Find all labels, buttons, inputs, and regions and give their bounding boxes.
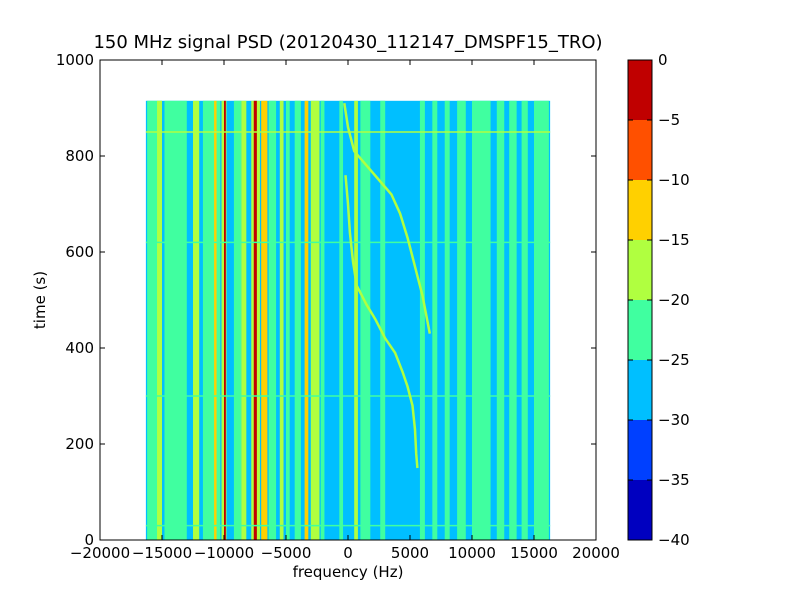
colorbar-segment bbox=[628, 120, 652, 180]
psd-frequency-band bbox=[261, 100, 268, 541]
x-tick-label: −5000 bbox=[261, 544, 312, 562]
x-tick-label: 0 bbox=[343, 544, 353, 562]
psd-frequency-band bbox=[224, 100, 226, 541]
y-axis-ticks: 0 200 400 600 800 1000 bbox=[56, 51, 596, 549]
x-tick-label: −10000 bbox=[194, 544, 254, 562]
chart-title: 150 MHz signal PSD (20120430_112147_DMSP… bbox=[93, 32, 602, 53]
psd-frequency-band bbox=[534, 100, 549, 541]
psd-frequency-band bbox=[294, 100, 301, 541]
y-tick-label: 400 bbox=[65, 339, 94, 357]
psd-frequency-band bbox=[214, 100, 217, 541]
colorbar-segment bbox=[628, 480, 652, 540]
heatmap-area bbox=[145, 100, 551, 541]
x-tick-label: 10000 bbox=[448, 544, 496, 562]
colorbar-tick-label: −20 bbox=[658, 291, 690, 309]
colorbar-segment bbox=[628, 420, 652, 480]
psd-frequency-band bbox=[253, 100, 257, 541]
psd-frequency-band bbox=[521, 100, 528, 541]
colorbar-segment bbox=[628, 300, 652, 360]
psd-frequency-band bbox=[233, 100, 242, 541]
psd-frequency-band bbox=[164, 100, 187, 541]
psd-frequency-band bbox=[339, 100, 344, 541]
psd-frequency-band bbox=[472, 100, 491, 541]
doppler-trace bbox=[344, 175, 419, 469]
psd-frequency-band bbox=[457, 100, 466, 541]
psd-frequency-band bbox=[380, 100, 386, 541]
colorbar: 0 −5 −10 −15 −20 −25 −30 −35 −40 bbox=[627, 51, 690, 549]
colorbar-tick-label: −10 bbox=[658, 171, 690, 189]
psd-frequency-band bbox=[432, 100, 438, 541]
colorbar-tick-label: −35 bbox=[658, 471, 690, 489]
colorbar-tick-label: 0 bbox=[658, 51, 668, 69]
x-axis-ticks: −20000 −15000 −10000 −5000 0 5000 10000 15000 20… bbox=[70, 60, 620, 562]
psd-frequency-band bbox=[496, 100, 505, 541]
y-tick-label: 1000 bbox=[56, 51, 94, 69]
psd-frequency-band bbox=[157, 100, 162, 541]
colorbar-tick-label: −25 bbox=[658, 351, 690, 369]
colorbar-tick-label: −15 bbox=[658, 231, 690, 249]
y-tick-label: 200 bbox=[65, 435, 94, 453]
psd-frequency-band bbox=[304, 100, 309, 541]
colorbar-tick-label: −40 bbox=[658, 531, 690, 549]
colorbar-segment bbox=[628, 60, 652, 120]
psd-frequency-band bbox=[241, 100, 247, 541]
psd-frequency-band bbox=[360, 100, 371, 541]
psd-frequency-band bbox=[419, 100, 425, 541]
psd-frequency-band bbox=[444, 100, 450, 541]
colorbar-segment bbox=[628, 180, 652, 240]
y-tick-label: 0 bbox=[84, 531, 94, 549]
psd-frequency-band bbox=[193, 100, 200, 541]
y-axis-label: time (s) bbox=[31, 271, 49, 329]
psd-frequency-band bbox=[354, 100, 358, 541]
colorbar-tick-label: −30 bbox=[658, 411, 690, 429]
psd-frequency-band bbox=[310, 100, 320, 541]
psd-frequency-band bbox=[268, 100, 277, 541]
doppler-trace bbox=[343, 103, 432, 334]
colorbar-segment bbox=[628, 240, 652, 300]
x-axis-label: frequency (Hz) bbox=[293, 563, 404, 581]
x-tick-label: 5000 bbox=[391, 544, 429, 562]
psd-frequency-band bbox=[286, 100, 290, 541]
colorbar-tick-label: −5 bbox=[658, 111, 680, 129]
colorbar-segment bbox=[628, 360, 652, 420]
psd-frequency-band bbox=[320, 100, 325, 541]
x-tick-label: −15000 bbox=[132, 544, 192, 562]
x-tick-label: −20000 bbox=[70, 544, 130, 562]
psd-frequency-band bbox=[202, 100, 221, 541]
psd-frequency-band bbox=[509, 100, 517, 541]
y-tick-label: 800 bbox=[65, 147, 94, 165]
psd-frequency-band bbox=[279, 100, 284, 541]
y-tick-label: 600 bbox=[65, 243, 94, 261]
x-tick-label: 15000 bbox=[510, 544, 558, 562]
x-tick-label: 20000 bbox=[572, 544, 620, 562]
